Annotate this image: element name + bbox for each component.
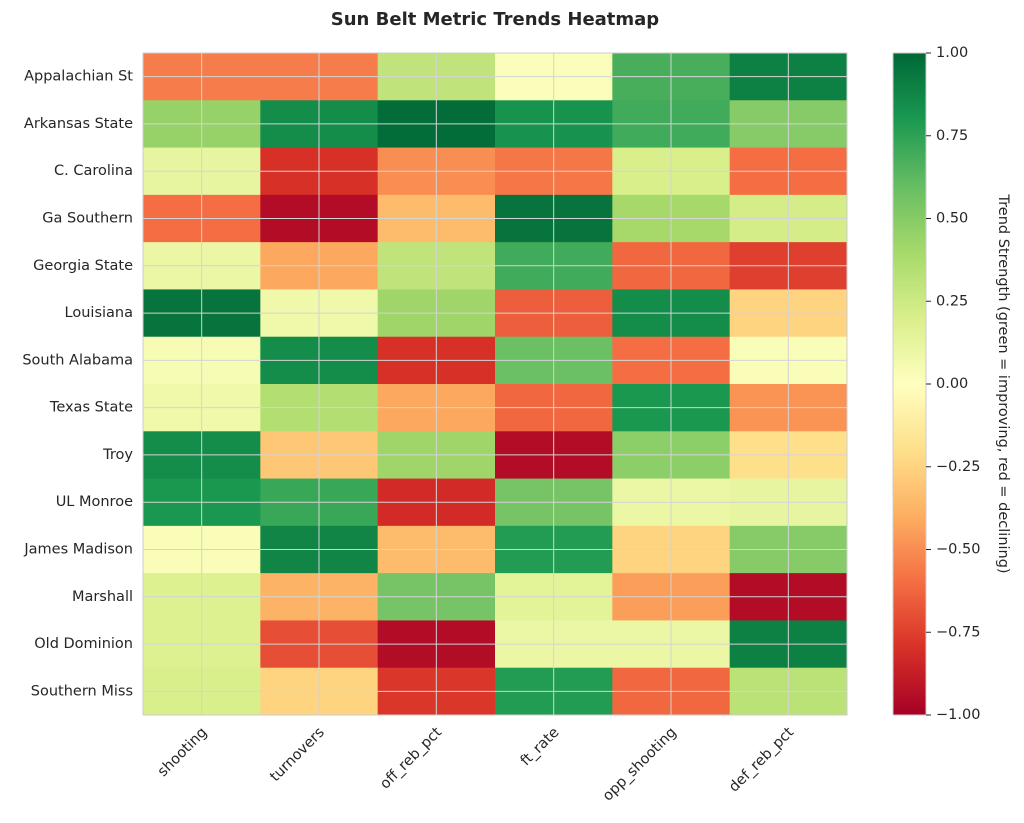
colorbar-tick-label: −1.00 — [936, 707, 980, 723]
column-label: opp_shooting — [600, 725, 680, 805]
colorbar-tick-label: −0.75 — [936, 624, 980, 640]
row-labels: Appalachian St Arkansas State C. Carolina G… — [22, 69, 133, 700]
column-label: off_reb_pct — [377, 724, 445, 792]
colorbar-ticks: 1.00 0.75 0.50 0.25 0.00 −0.25 −0.50 −0.75 −1.00 — [926, 45, 980, 723]
row-label: Marshall — [72, 589, 133, 605]
row-label: Texas State — [49, 400, 133, 416]
row-label: C. Carolina — [54, 163, 133, 179]
column-label: def_reb_pct — [726, 724, 797, 795]
colorbar-tick-label: 1.00 — [936, 45, 968, 61]
row-label: Louisiana — [65, 305, 133, 321]
column-label: shooting — [155, 725, 211, 781]
column-label: turnovers — [267, 725, 328, 786]
heatmap-frame — [142, 52, 848, 716]
column-labels: shooting turnovers off_reb_pct ft_rate opp_s… — [155, 724, 797, 804]
chart-title: Sun Belt Metric Trends Heatmap — [331, 9, 660, 30]
heatmap-cells — [143, 53, 848, 716]
row-label: Arkansas State — [24, 116, 133, 132]
colorbar-label: Trend Strength (green = improving, red =… — [995, 193, 1011, 573]
row-label: Old Dominion — [34, 636, 133, 652]
colorbar-tick-label: −0.50 — [936, 542, 980, 558]
row-label: Ga Southern — [42, 211, 133, 227]
colorbar-tick-label: 0.75 — [936, 128, 968, 144]
colorbar-tick-label: 0.00 — [936, 376, 968, 392]
row-label: Appalachian St — [24, 69, 133, 85]
row-label: Troy — [102, 447, 133, 463]
row-label: South Alabama — [22, 352, 133, 368]
row-label: James Madison — [23, 542, 133, 558]
colorbar-tick-label: 0.25 — [936, 293, 968, 309]
colorbar-tick-label: −0.25 — [936, 459, 980, 475]
row-label: UL Monroe — [56, 494, 133, 510]
row-label: Southern Miss — [31, 683, 133, 699]
colorbar-tick-label: 0.50 — [936, 211, 968, 227]
column-label: ft_rate — [518, 724, 563, 769]
row-label: Georgia State — [33, 258, 133, 274]
heatmap-grid — [143, 53, 847, 715]
colorbar — [892, 52, 927, 716]
